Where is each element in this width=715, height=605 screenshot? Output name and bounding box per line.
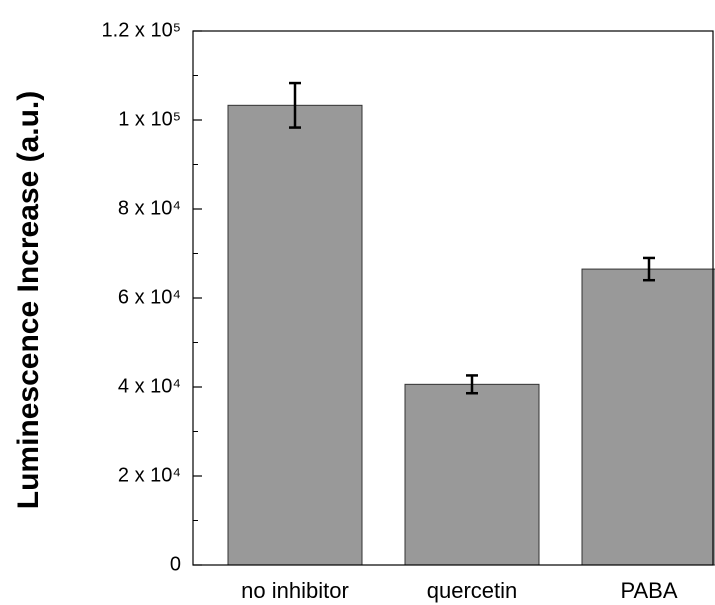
- error-bar: [466, 374, 478, 395]
- x-tick-label: PABA: [620, 578, 677, 603]
- plot-frame: [192, 30, 714, 566]
- y-tick-label: 6 x 10⁴: [118, 286, 181, 308]
- y-tick-label: 4 x 10⁴: [118, 375, 181, 397]
- x-tick-label: no inhibitor: [241, 578, 349, 603]
- bar: [227, 104, 363, 566]
- y-tick-label: 1.2 x 10⁵: [102, 19, 181, 41]
- y-axis-label: Luminescence Increase (a.u.): [12, 91, 45, 510]
- bar: [404, 383, 540, 566]
- bar: [581, 268, 715, 566]
- error-bar: [643, 256, 655, 282]
- y-tick-label: 0: [170, 553, 181, 575]
- x-tick-label: quercetin: [427, 578, 518, 603]
- y-tick-label: 8 x 10⁴: [118, 197, 181, 219]
- error-bar: [289, 81, 301, 129]
- y-tick-label: 1 x 10⁵: [118, 108, 181, 130]
- y-tick-label: 2 x 10⁴: [118, 464, 181, 486]
